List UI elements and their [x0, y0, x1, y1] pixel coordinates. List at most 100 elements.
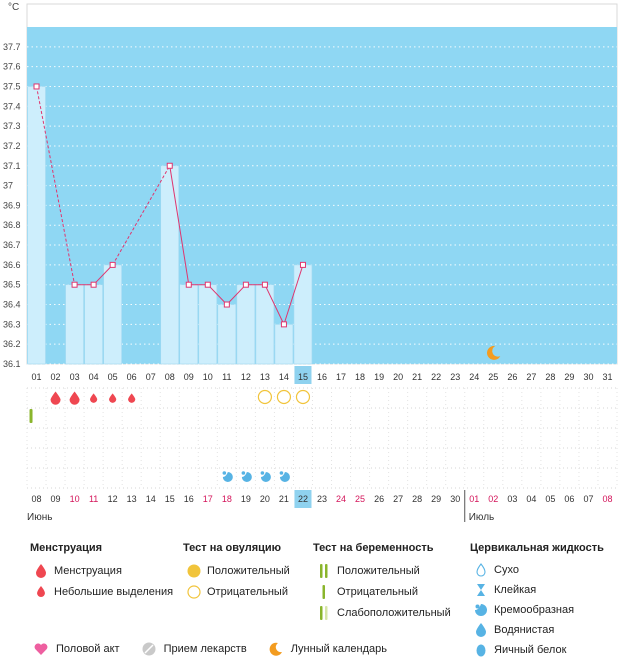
spotting-drop-icon: [109, 393, 117, 403]
heart-icon: [30, 643, 52, 655]
calendar-date-label: 14: [146, 494, 156, 504]
fluid-sticky-icon: [470, 583, 492, 597]
legend-item: Отрицательный: [313, 581, 451, 602]
cycle-day-label: 03: [70, 372, 80, 382]
pregnancy-test-icon: [29, 409, 33, 423]
ovulation-negative-icon: [183, 584, 205, 599]
legend-label: Сухо: [494, 564, 519, 576]
calendar-date-label: 05: [545, 494, 555, 504]
legend-ovulation: Тест на овуляцию Положительный Отрицател…: [183, 542, 290, 602]
calendar-date-label: 10: [70, 494, 80, 504]
legend-item: Небольшие выделения: [30, 581, 173, 602]
legend-label: Лунный календарь: [290, 643, 387, 655]
legend-item: Половой акт: [30, 642, 120, 656]
ovulation-negative-icon: [295, 389, 311, 405]
fluid-creamy-icon: [260, 472, 271, 482]
temperature-bar: [160, 165, 180, 365]
temperature-line-segment: [112, 165, 171, 266]
calendar-date-label: 08: [602, 494, 612, 504]
legend-item: Менструация: [30, 560, 173, 581]
fluid-creamy-icon: [222, 472, 233, 482]
legend-label: Клейкая: [494, 584, 537, 596]
cycle-day-label: 04: [89, 372, 99, 382]
legend-menstruation: Менструация Менструация Небольшие выделе…: [30, 542, 173, 602]
menstruation-drop-icon: [69, 391, 80, 405]
fluid-creamy-icon: [470, 604, 492, 616]
calendar-date-label: 06: [564, 494, 574, 504]
y-tick-label: 36.3: [3, 319, 21, 329]
pregnancy-negative-icon: [313, 584, 335, 599]
pill-icon: [138, 642, 160, 656]
legend-label: Водянистая: [494, 624, 555, 636]
legend-label: Положительный: [207, 564, 290, 577]
cycle-day-label: 13: [260, 372, 270, 382]
calendar-date-label: 23: [317, 494, 327, 504]
cycle-day-label: 20: [393, 372, 403, 382]
temperature-bar: [198, 284, 218, 365]
today-highlight: [294, 490, 312, 508]
cycle-day-label: 22: [431, 372, 441, 382]
calendar-date-label: 01: [469, 494, 479, 504]
legend-label: Отрицательный: [207, 585, 288, 598]
legend-label: Слабоположительный: [337, 606, 451, 619]
temperature-bar: [84, 284, 103, 365]
temperature-point: [166, 162, 173, 169]
calendar-date-label: 26: [374, 494, 384, 504]
calendar-date-label: 21: [279, 494, 289, 504]
legend: Менструация Менструация Небольшие выделе…: [0, 530, 626, 658]
y-tick-label: 36.4: [3, 300, 21, 310]
fluid-creamy-icon: [241, 471, 246, 475]
legend-menstruation-title: Менструация: [30, 542, 103, 554]
temperature-bar: [65, 284, 84, 365]
y-tick-label: 37.2: [3, 141, 21, 151]
pregnancy-weak-positive-icon: [313, 605, 335, 620]
cycle-day-label: 05: [108, 372, 118, 382]
fluid-creamy-icon: [260, 471, 265, 475]
cycle-day-label: 11: [222, 372, 231, 382]
temperature-point: [204, 281, 211, 288]
legend-label: Отрицательный: [337, 585, 418, 598]
legend-item: Кремообразная: [470, 600, 604, 620]
temperature-point: [223, 301, 230, 308]
legend-fluid: Цервикальная жидкость Сухо Клейкая Кремо…: [470, 542, 604, 660]
temperature-point: [261, 281, 268, 288]
temperature-line-segment: [264, 284, 285, 325]
temperature-point: [90, 281, 97, 288]
y-tick-label: 37.3: [3, 121, 21, 131]
cycle-day-label: 07: [146, 372, 156, 382]
y-tick-label: 37.5: [3, 81, 21, 91]
plot-background: [27, 27, 617, 364]
legend-fluid-title: Цервикальная жидкость: [470, 542, 604, 554]
y-tick-label: 36.1: [3, 359, 21, 369]
legend-item: Яичный белок: [470, 640, 604, 660]
cycle-day-label: 19: [374, 372, 384, 382]
temperature-point: [185, 281, 192, 288]
cycle-day-label: 10: [203, 372, 213, 382]
legend-bottom-row: Половой акт Прием лекарств Лунный календ…: [30, 642, 405, 656]
legend-item: Водянистая: [470, 620, 604, 640]
calendar-date-label: 12: [108, 494, 118, 504]
calendar-date-label: 02: [488, 494, 498, 504]
y-tick-label: 36.6: [3, 260, 21, 270]
legend-label: Яичный белок: [494, 644, 567, 656]
ovulation-negative-icon: [276, 389, 292, 405]
cycle-day-label: 17: [336, 372, 346, 382]
y-tick-label: 36.2: [3, 339, 21, 349]
calendar-date-label: 03: [507, 494, 517, 504]
cycle-day-label: 24: [469, 372, 479, 382]
calendar-date-label: 25: [355, 494, 365, 504]
ovulation-negative-icon: [257, 389, 273, 405]
legend-item: Отрицательный: [183, 581, 290, 602]
legend-label: Кремообразная: [494, 604, 575, 616]
month-label: Июль: [469, 512, 495, 523]
calendar-date-label: 13: [127, 494, 137, 504]
fluid-creamy-icon: [279, 472, 290, 482]
menstruation-drop-icon: [50, 391, 61, 405]
calendar-date-label: 11: [89, 494, 98, 504]
fluid-creamy-icon: [241, 472, 252, 482]
legend-item: Слабоположительный: [313, 602, 451, 623]
temperature-bar: [236, 284, 256, 365]
cycle-day-label: 27: [526, 372, 536, 382]
y-tick-label: 37.7: [3, 42, 21, 52]
y-tick-label: 37.1: [3, 161, 21, 171]
